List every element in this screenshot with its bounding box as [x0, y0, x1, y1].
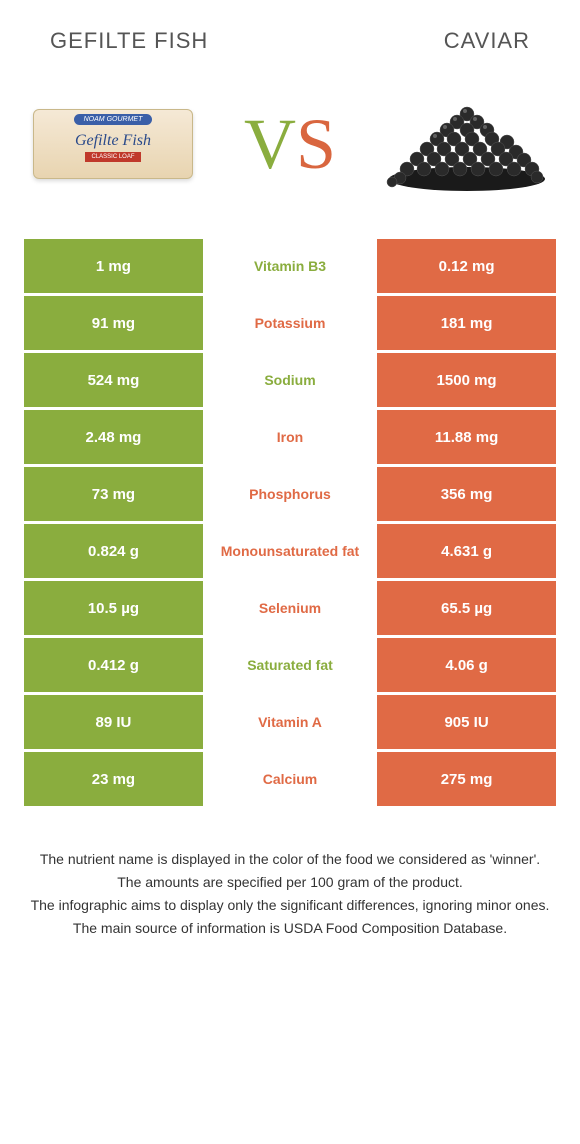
nutrient-name: Selenium	[206, 581, 374, 635]
header: GEFILTE FISH CAVIAR	[0, 0, 580, 64]
right-value: 275 mg	[377, 752, 556, 806]
left-food-image: NOAM GOURMET Gefilte Fish CLASSIC LOAF	[28, 89, 198, 199]
table-row: 1 mgVitamin B30.12 mg	[24, 239, 556, 293]
right-value: 4.631 g	[377, 524, 556, 578]
gefilte-label: Gefilte Fish	[75, 132, 151, 150]
vs-s: S	[296, 104, 336, 184]
footer-line: The main source of information is USDA F…	[30, 918, 550, 939]
nutrient-name: Calcium	[206, 752, 374, 806]
nutrient-name: Vitamin B3	[206, 239, 374, 293]
gefilte-banner: NOAM GOURMET	[74, 114, 153, 125]
right-food-image	[382, 89, 552, 199]
footer-notes: The nutrient name is displayed in the co…	[0, 809, 580, 961]
vs-label: VS	[244, 103, 336, 186]
table-row: 23 mgCalcium275 mg	[24, 752, 556, 806]
left-value: 1 mg	[24, 239, 203, 293]
nutrient-name: Vitamin A	[206, 695, 374, 749]
vs-v: V	[244, 104, 296, 184]
left-value: 0.824 g	[24, 524, 203, 578]
table-row: 0.824 gMonounsaturated fat4.631 g	[24, 524, 556, 578]
footer-line: The amounts are specified per 100 gram o…	[30, 872, 550, 893]
left-value: 73 mg	[24, 467, 203, 521]
nutrient-name: Phosphorus	[206, 467, 374, 521]
nutrient-name: Potassium	[206, 296, 374, 350]
footer-line: The infographic aims to display only the…	[30, 895, 550, 916]
right-value: 0.12 mg	[377, 239, 556, 293]
caviar-icon	[382, 94, 552, 194]
left-value: 89 IU	[24, 695, 203, 749]
gefilte-tag: CLASSIC LOAF	[85, 152, 140, 162]
left-value: 23 mg	[24, 752, 203, 806]
nutrient-name: Monounsaturated fat	[206, 524, 374, 578]
nutrient-name: Sodium	[206, 353, 374, 407]
nutrient-name: Iron	[206, 410, 374, 464]
footer-line: The nutrient name is displayed in the co…	[30, 849, 550, 870]
table-row: 0.412 gSaturated fat4.06 g	[24, 638, 556, 692]
right-value: 65.5 µg	[377, 581, 556, 635]
table-row: 89 IUVitamin A905 IU	[24, 695, 556, 749]
right-value: 356 mg	[377, 467, 556, 521]
right-value: 905 IU	[377, 695, 556, 749]
vs-row: NOAM GOURMET Gefilte Fish CLASSIC LOAF V…	[0, 64, 580, 239]
left-value: 524 mg	[24, 353, 203, 407]
gefilte-fish-icon: NOAM GOURMET Gefilte Fish CLASSIC LOAF	[33, 109, 193, 179]
right-food-title: CAVIAR	[444, 28, 530, 54]
nutrient-name: Saturated fat	[206, 638, 374, 692]
table-row: 91 mgPotassium181 mg	[24, 296, 556, 350]
table-row: 73 mgPhosphorus356 mg	[24, 467, 556, 521]
right-value: 4.06 g	[377, 638, 556, 692]
left-food-title: GEFILTE FISH	[50, 28, 208, 54]
left-value: 91 mg	[24, 296, 203, 350]
nutrient-table: 1 mgVitamin B30.12 mg91 mgPotassium181 m…	[24, 239, 556, 806]
table-row: 10.5 µgSelenium65.5 µg	[24, 581, 556, 635]
table-row: 2.48 mgIron11.88 mg	[24, 410, 556, 464]
table-row: 524 mgSodium1500 mg	[24, 353, 556, 407]
right-value: 11.88 mg	[377, 410, 556, 464]
left-value: 2.48 mg	[24, 410, 203, 464]
right-value: 181 mg	[377, 296, 556, 350]
left-value: 0.412 g	[24, 638, 203, 692]
left-value: 10.5 µg	[24, 581, 203, 635]
right-value: 1500 mg	[377, 353, 556, 407]
